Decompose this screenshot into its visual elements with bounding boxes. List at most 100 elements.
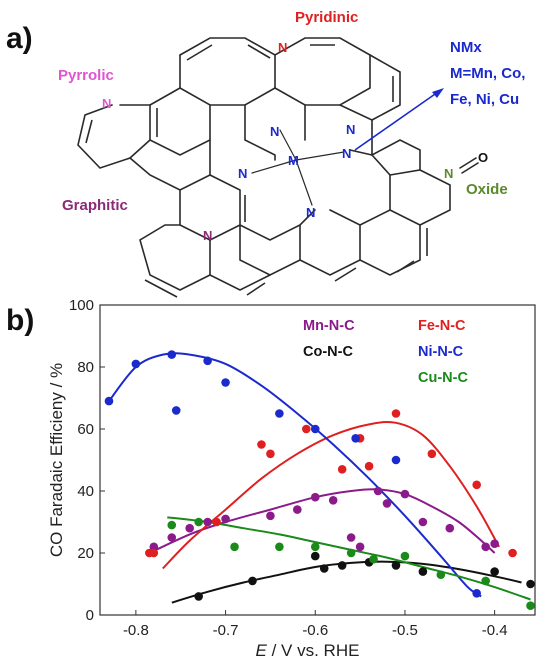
data-point-co-n-c [526,579,535,589]
n-atom-3: N [342,146,351,161]
x-axis-label-symbol: E [256,641,268,660]
x-tick-label: -0.8 [123,622,149,639]
n-atom-1: N [270,124,279,139]
data-point-fe-n-c [266,449,275,459]
data-point-ni-n-c [472,589,482,598]
data-point-mn-n-c [346,533,356,542]
data-point-cu-n-c [526,601,535,610]
molecule-structure: N N N N M N N N N N O [77,37,488,298]
metal-atom: M [288,153,299,168]
data-point-fe-n-c [212,517,221,527]
data-point-fe-n-c [149,548,159,558]
n-atom-4: N [238,166,247,181]
data-point-mn-n-c [185,523,194,533]
legend-entry-cu-n-c: Cu-N-C [418,370,468,386]
panel-a-label: a) [6,22,33,55]
data-point-cu-n-c [346,548,356,558]
data-point-ni-n-c [171,406,181,415]
metal-list-line1: M=Mn, Co, [450,65,525,82]
data-point-fe-n-c [427,449,437,459]
pyridinic-label: Pyridinic [295,9,358,26]
data-point-fe-n-c [391,409,401,418]
oxide-o-atom: O [478,150,488,165]
n-atom-5: N [306,205,315,220]
y-tick-label: 20 [77,545,94,562]
data-point-mn-n-c [490,539,499,548]
data-point-ni-n-c [391,455,401,465]
legend-entry-fe-n-c: Fe-N-C [418,318,466,334]
faradaic-efficiency-chart: 0 20 40 60 80 100 -0.8 -0.7 -0.6 -0.5 -0.4 Mn-N-C F… [47,297,536,660]
fit-curves [108,352,531,604]
data-point-ni-n-c [203,356,212,366]
x-tick-label: -0.5 [392,622,418,639]
data-point-co-n-c [490,567,499,576]
data-point-mn-n-c [373,486,383,496]
data-point-co-n-c [319,564,329,573]
data-point-mn-n-c [400,489,410,499]
x-tick-label: -0.7 [213,622,239,639]
data-point-ni-n-c [104,396,114,406]
data-point-cu-n-c [230,542,239,552]
y-axis-label: CO Faradaic Efficieny / % [47,363,66,557]
oxide-label: Oxide [466,181,508,198]
pyrrolic-label: Pyrrolic [58,67,114,84]
fit-curve-fe-n-c [162,420,500,570]
data-point-ni-n-c [275,409,284,418]
y-tick-label: 0 [86,607,94,624]
data-point-mn-n-c [355,542,365,552]
pyridinic-n-atom: N [278,40,287,55]
data-point-fe-n-c [472,480,482,490]
data-point-co-n-c [337,561,347,570]
data-point-mn-n-c [203,517,212,527]
data-point-mn-n-c [445,523,455,533]
oxide-n-atom: N [444,166,453,181]
y-tick-label: 60 [77,421,94,438]
data-point-ni-n-c [351,434,360,443]
data-point-fe-n-c [301,424,311,434]
y-tick-label: 40 [77,483,94,500]
data-point-fe-n-c [508,548,517,558]
data-point-cu-n-c [436,570,446,579]
data-point-mn-n-c [418,517,428,527]
data-point-cu-n-c [310,542,320,552]
data-point-cu-n-c [194,517,203,527]
data-point-co-n-c [310,551,320,561]
x-axis-label-unit: / V vs. RHE [267,641,360,660]
data-point-ni-n-c [167,350,177,359]
y-tick-label: 80 [77,359,94,376]
legend-entry-co-n-c: Co-N-C [303,344,353,360]
data-point-mn-n-c [382,499,392,508]
data-point-cu-n-c [167,520,177,530]
data-point-mn-n-c [266,511,275,521]
x-tick-label: -0.6 [302,622,328,639]
data-point-cu-n-c [275,542,284,552]
data-point-co-n-c [248,576,257,586]
y-tick-label: 100 [69,297,94,314]
data-point-co-n-c [194,592,203,601]
data-point-cu-n-c [369,554,378,564]
metal-list-line2: Fe, Ni, Cu [450,91,519,108]
data-point-mn-n-c [310,492,320,502]
data-point-mn-n-c [328,496,338,505]
data-point-mn-n-c [149,542,159,552]
graphitic-n-atom: N [203,228,212,243]
x-tick-label: -0.4 [482,622,508,639]
legend: Mn-N-C Fe-N-C Co-N-C Ni-N-C Cu-N-C [303,318,468,386]
data-point-mn-n-c [481,542,490,552]
data-point-mn-n-c [293,505,302,514]
data-points [104,350,535,610]
graphitic-label: Graphitic [62,197,128,214]
pyrrolic-n-atom: N [102,96,111,111]
data-point-ni-n-c [221,378,230,387]
data-point-fe-n-c [257,440,266,449]
n-atom-2: N [346,122,355,137]
fit-curve-mn-n-c [148,488,496,554]
data-point-mn-n-c [167,533,177,542]
data-point-fe-n-c [364,461,374,471]
fit-curve-ni-n-c [108,352,482,598]
x-axis-label: E / V vs. RHE [256,641,360,660]
panel-b-label: b) [6,304,34,337]
axes: 0 20 40 60 80 100 -0.8 -0.7 -0.6 -0.5 -0.4 [69,297,508,639]
